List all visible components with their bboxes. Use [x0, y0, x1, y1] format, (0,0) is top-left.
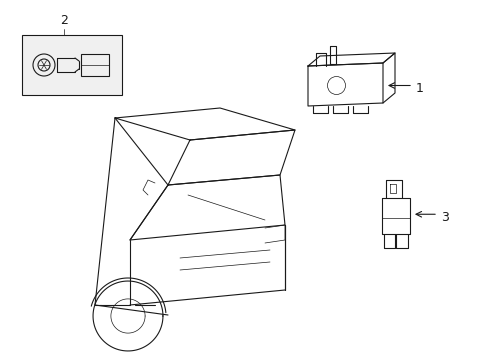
- Bar: [81, 54, 109, 76]
- Text: 2: 2: [60, 14, 68, 27]
- Text: 3: 3: [440, 211, 448, 224]
- Bar: [22, 35, 122, 95]
- Text: 1: 1: [415, 82, 423, 95]
